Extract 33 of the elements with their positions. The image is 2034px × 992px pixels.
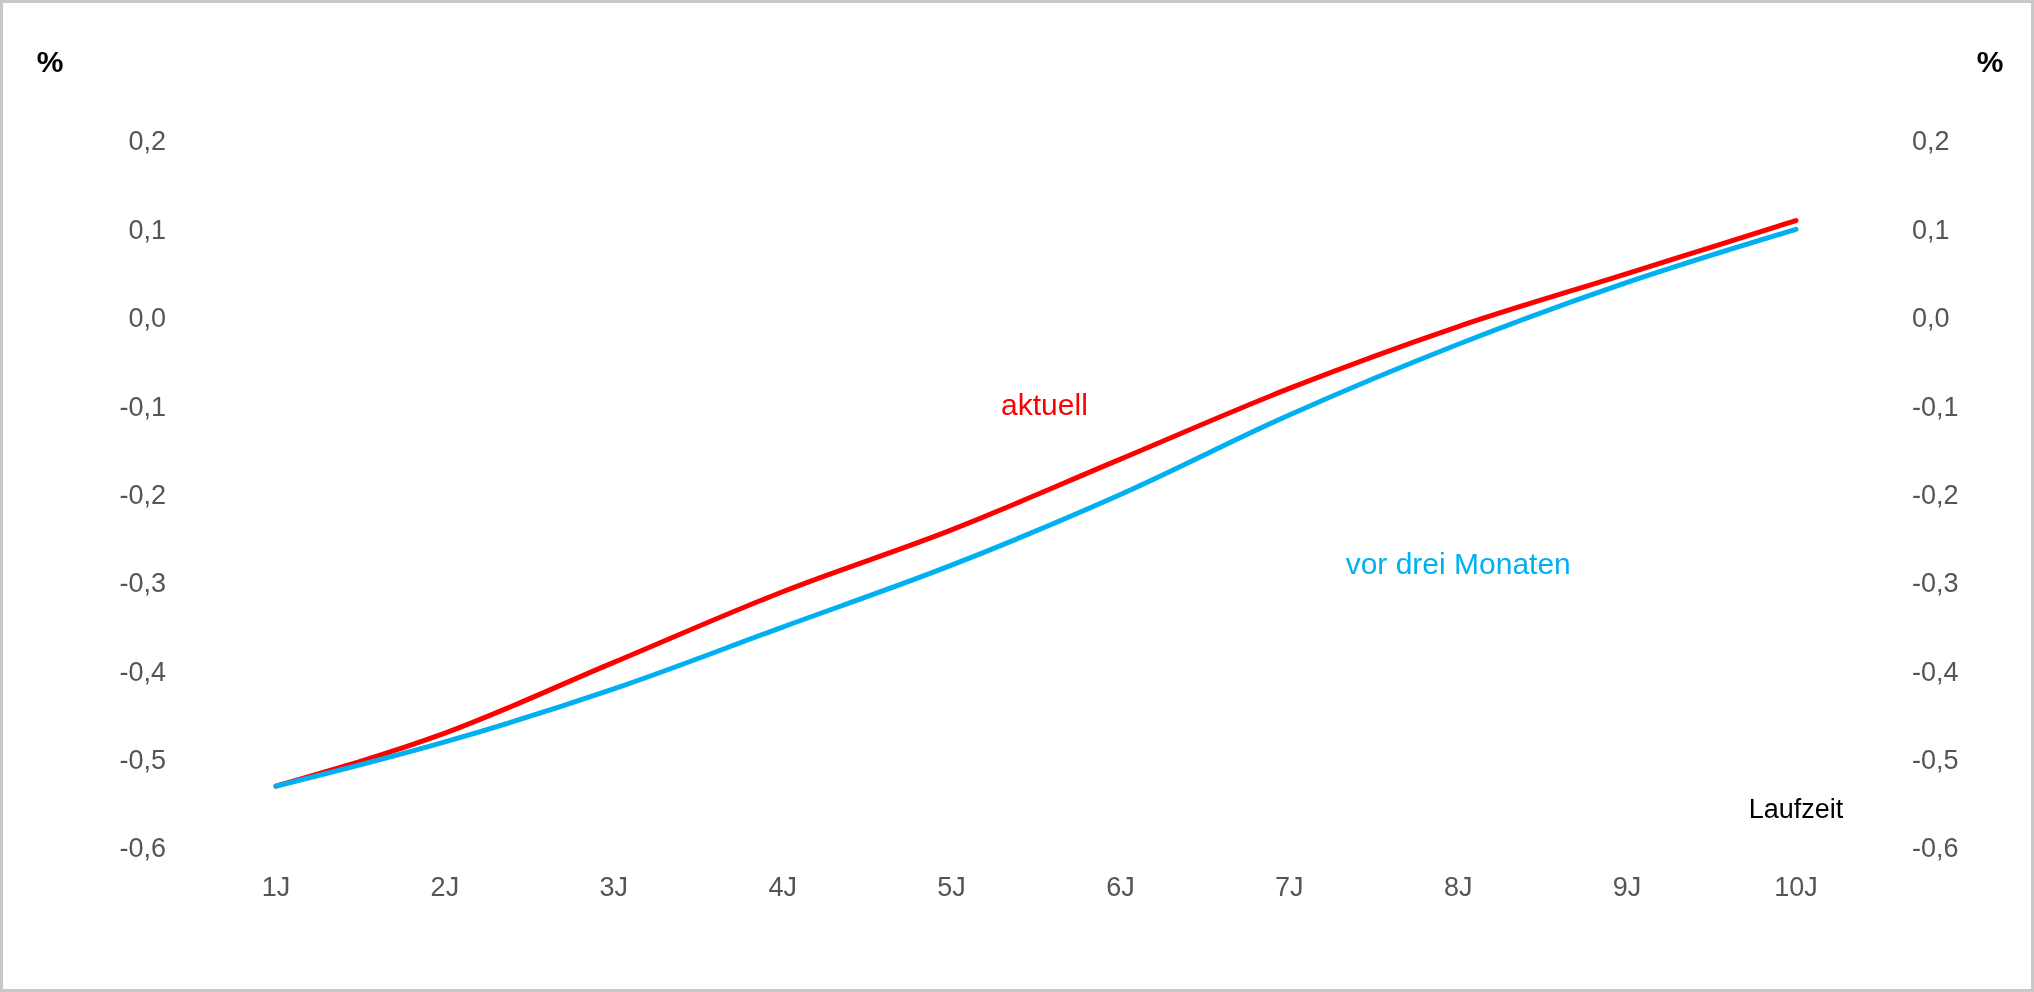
x-tick-label: 7J	[1275, 872, 1304, 902]
x-tick-label: 3J	[599, 872, 629, 902]
y-tick-label: -0,4	[119, 656, 166, 687]
x-tick-label: 4J	[768, 872, 797, 902]
y-tick-label: -0,1	[119, 391, 166, 422]
y2-tick-label: 0,2	[1912, 126, 1950, 157]
y2-tick-label: -0,3	[1912, 568, 1959, 599]
y-tick-label: -0,3	[119, 568, 166, 599]
y-tick-label: 0,2	[128, 126, 166, 157]
y2-tick-label: 0,0	[1912, 303, 1950, 334]
y2-tick-label: -0,5	[1912, 745, 1959, 776]
x-tick-label: 2J	[430, 872, 460, 902]
y-tick-label: -0,2	[119, 479, 166, 510]
y2-tick-label: -0,6	[1912, 833, 1959, 864]
y2-tick-label: 0,1	[1912, 214, 1950, 245]
x-tick-label: 9J	[1612, 872, 1642, 902]
x-tick-label: 1J	[261, 872, 291, 902]
y-tick-label: -0,6	[119, 833, 166, 864]
y2-tick-label: -0,4	[1912, 656, 1959, 687]
x-tick-label: 5J	[937, 872, 966, 902]
text: vor drei Monaten	[1345, 547, 1571, 581]
y-tick-label: 0,0	[128, 303, 166, 334]
x-tick-label: 10J	[1774, 872, 1818, 902]
y2-tick-label: -0,2	[1912, 479, 1959, 510]
series-label: aktuell	[1001, 387, 1088, 421]
y2-tick-label: -0,1	[1912, 391, 1959, 422]
x-tick-label: 6J	[1106, 872, 1135, 902]
y2-axis-title: %	[1976, 45, 2004, 78]
x-tick-label: 8J	[1443, 872, 1473, 902]
y-tick-label: 0,1	[128, 214, 166, 245]
y-tick-label: -0,5	[119, 745, 166, 776]
x-axis-title: Laufzeit	[1748, 794, 1844, 824]
y-axis-title: %	[36, 45, 64, 78]
